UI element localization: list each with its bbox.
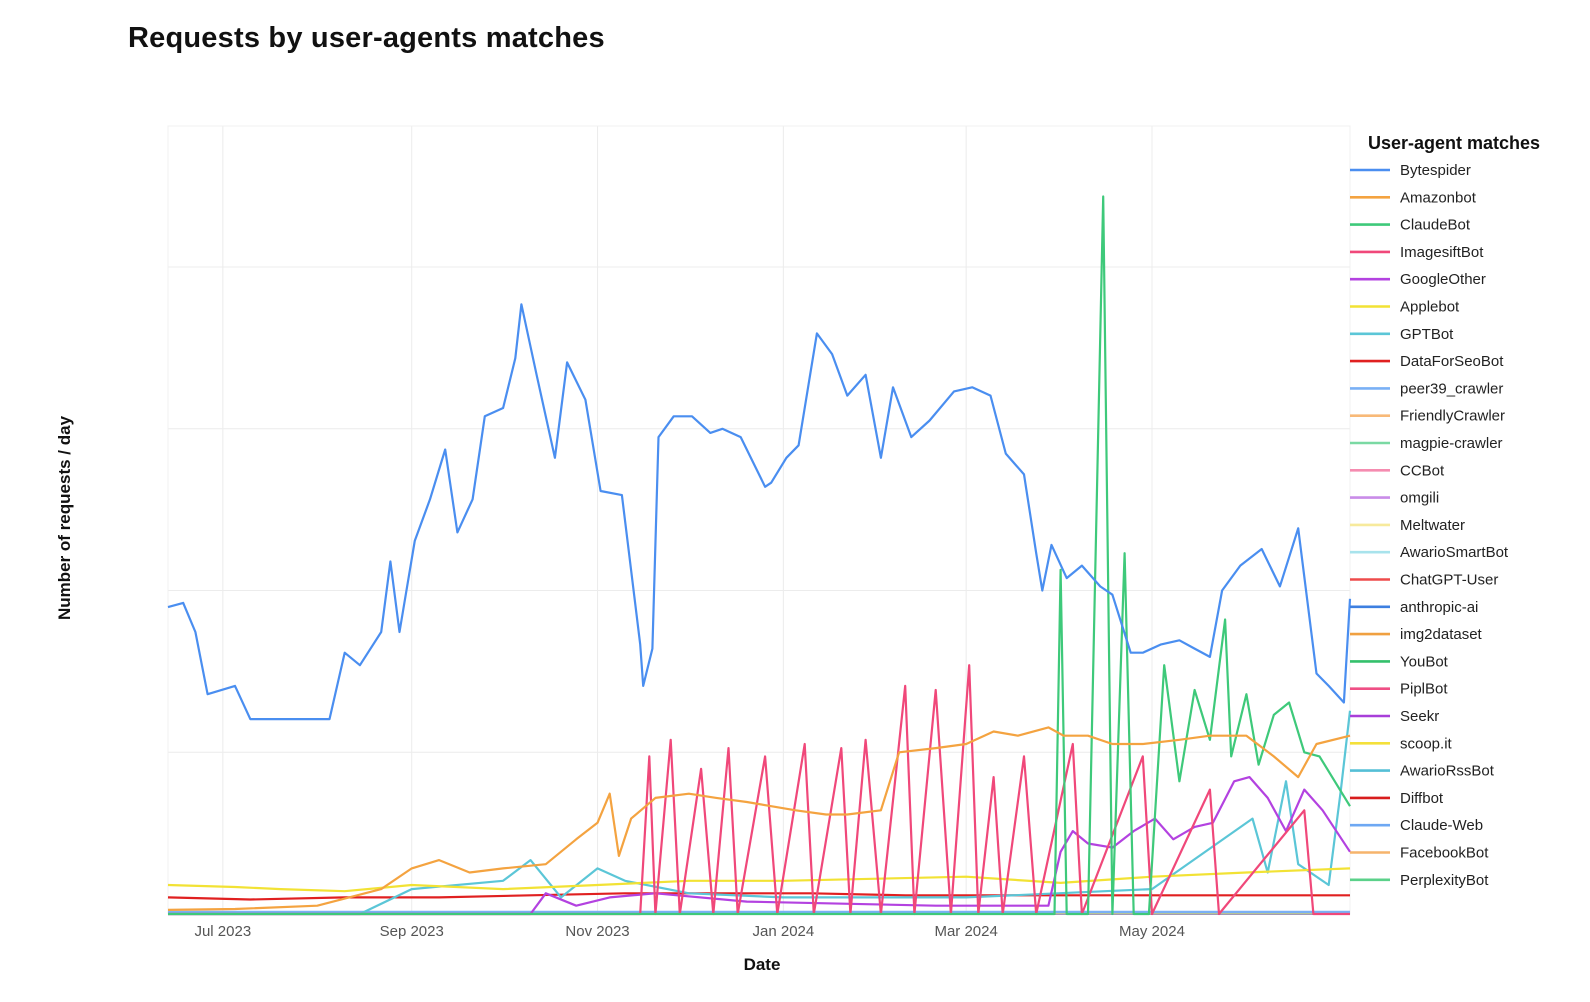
legend-label: ClaudeBot bbox=[1400, 217, 1471, 234]
legend-label: GoogleOther bbox=[1400, 271, 1486, 288]
legend-item[interactable]: GoogleOther bbox=[1350, 271, 1486, 288]
legend-label: AwarioRssBot bbox=[1400, 763, 1495, 780]
legend-item[interactable]: omgili bbox=[1350, 490, 1439, 507]
legend-label: PerplexityBot bbox=[1400, 872, 1489, 889]
legend-item[interactable]: scoop.it bbox=[1350, 735, 1453, 752]
legend-item[interactable]: AwarioRssBot bbox=[1350, 763, 1495, 780]
legend-item[interactable]: img2dataset bbox=[1350, 626, 1483, 643]
legend-label: peer39_crawler bbox=[1400, 380, 1503, 397]
legend-label: GPTBot bbox=[1400, 326, 1454, 343]
legend-item[interactable]: Claude-Web bbox=[1350, 817, 1483, 834]
legend-item[interactable]: anthropic-ai bbox=[1350, 599, 1478, 616]
legend-label: PiplBot bbox=[1400, 681, 1448, 698]
series-line-amazonbot bbox=[167, 726, 1351, 911]
grid bbox=[167, 125, 1351, 915]
legend-item[interactable]: ImagesiftBot bbox=[1350, 244, 1484, 261]
legend-item[interactable]: YouBot bbox=[1350, 653, 1449, 670]
series-line-dataforseobot bbox=[167, 892, 1350, 901]
legend-item[interactable]: Diffbot bbox=[1350, 790, 1444, 807]
series-line-bytespider bbox=[167, 303, 1352, 721]
legend-item[interactable]: magpie-crawler bbox=[1350, 435, 1503, 452]
legend-label: Applebot bbox=[1400, 299, 1460, 316]
legend-item[interactable]: FriendlyCrawler bbox=[1350, 408, 1505, 425]
legend-item[interactable]: PerplexityBot bbox=[1350, 872, 1489, 889]
legend-label: scoop.it bbox=[1400, 735, 1453, 752]
legend-label: CCBot bbox=[1400, 462, 1445, 479]
legend-label: ImagesiftBot bbox=[1400, 244, 1484, 261]
legend-label: img2dataset bbox=[1400, 626, 1483, 643]
series-line-imagesiftbot bbox=[168, 664, 1350, 916]
legend-label: YouBot bbox=[1400, 653, 1449, 670]
legend-label: Meltwater bbox=[1400, 517, 1465, 534]
legend-item[interactable]: FacebookBot bbox=[1350, 845, 1489, 862]
series-layer bbox=[167, 195, 1352, 916]
legend-label: Amazonbot bbox=[1400, 189, 1477, 206]
x-axis-ticks: Jul 2023 Sep 2023 Nov 2023 Jan 2024 Mar 2024… bbox=[194, 923, 1184, 940]
legend-label: Diffbot bbox=[1400, 790, 1444, 807]
legend-label: anthropic-ai bbox=[1400, 599, 1478, 616]
legend-item[interactable]: PiplBot bbox=[1350, 681, 1448, 698]
x-tick-label: Sep 2023 bbox=[380, 923, 444, 940]
legend-label: omgili bbox=[1400, 490, 1439, 507]
series-line-applebot bbox=[167, 867, 1351, 893]
legend-item[interactable]: Bytespider bbox=[1350, 162, 1471, 179]
legend-label: ChatGPT-User bbox=[1400, 572, 1498, 589]
series-line-gptbot bbox=[168, 710, 1352, 916]
legend-item[interactable]: Meltwater bbox=[1350, 517, 1465, 534]
x-tick-label: Nov 2023 bbox=[565, 923, 629, 940]
legend-title: User-agent matches bbox=[1368, 133, 1540, 153]
x-axis-title: Date bbox=[744, 955, 781, 974]
legend-item[interactable]: peer39_crawler bbox=[1350, 380, 1503, 397]
legend-item[interactable]: CCBot bbox=[1350, 462, 1445, 479]
legend-item[interactable]: Seekr bbox=[1350, 708, 1439, 725]
legend-item[interactable]: Amazonbot bbox=[1350, 189, 1477, 206]
series-line-claudebot bbox=[168, 195, 1351, 916]
legend-label: Claude-Web bbox=[1400, 817, 1483, 834]
legend-label: AwarioSmartBot bbox=[1400, 544, 1509, 561]
x-tick-label: Jul 2023 bbox=[194, 923, 251, 940]
x-tick-label: Jan 2024 bbox=[753, 923, 815, 940]
legend-item[interactable]: ClaudeBot bbox=[1350, 217, 1471, 234]
legend-label: Bytespider bbox=[1400, 162, 1471, 179]
x-tick-label: May 2024 bbox=[1119, 923, 1185, 940]
legend-item[interactable]: DataForSeoBot bbox=[1350, 353, 1504, 370]
x-tick-label: Mar 2024 bbox=[934, 923, 997, 940]
legend-item[interactable]: Applebot bbox=[1350, 299, 1460, 316]
legend-item[interactable]: GPTBot bbox=[1350, 326, 1454, 343]
legend-label: FriendlyCrawler bbox=[1400, 408, 1505, 425]
legend-label: DataForSeoBot bbox=[1400, 353, 1504, 370]
legend-label: Seekr bbox=[1400, 708, 1439, 725]
legend-label: magpie-crawler bbox=[1400, 435, 1503, 452]
y-axis-title: Number of requests / day bbox=[55, 415, 74, 620]
chart-title: Requests by user-agents matches bbox=[128, 22, 605, 54]
legend: User-agent matches Bytespider Amazonbot Cl… bbox=[1350, 133, 1540, 889]
legend-item[interactable]: ChatGPT-User bbox=[1350, 572, 1498, 589]
legend-item[interactable]: AwarioSmartBot bbox=[1350, 544, 1509, 561]
legend-label: FacebookBot bbox=[1400, 845, 1489, 862]
